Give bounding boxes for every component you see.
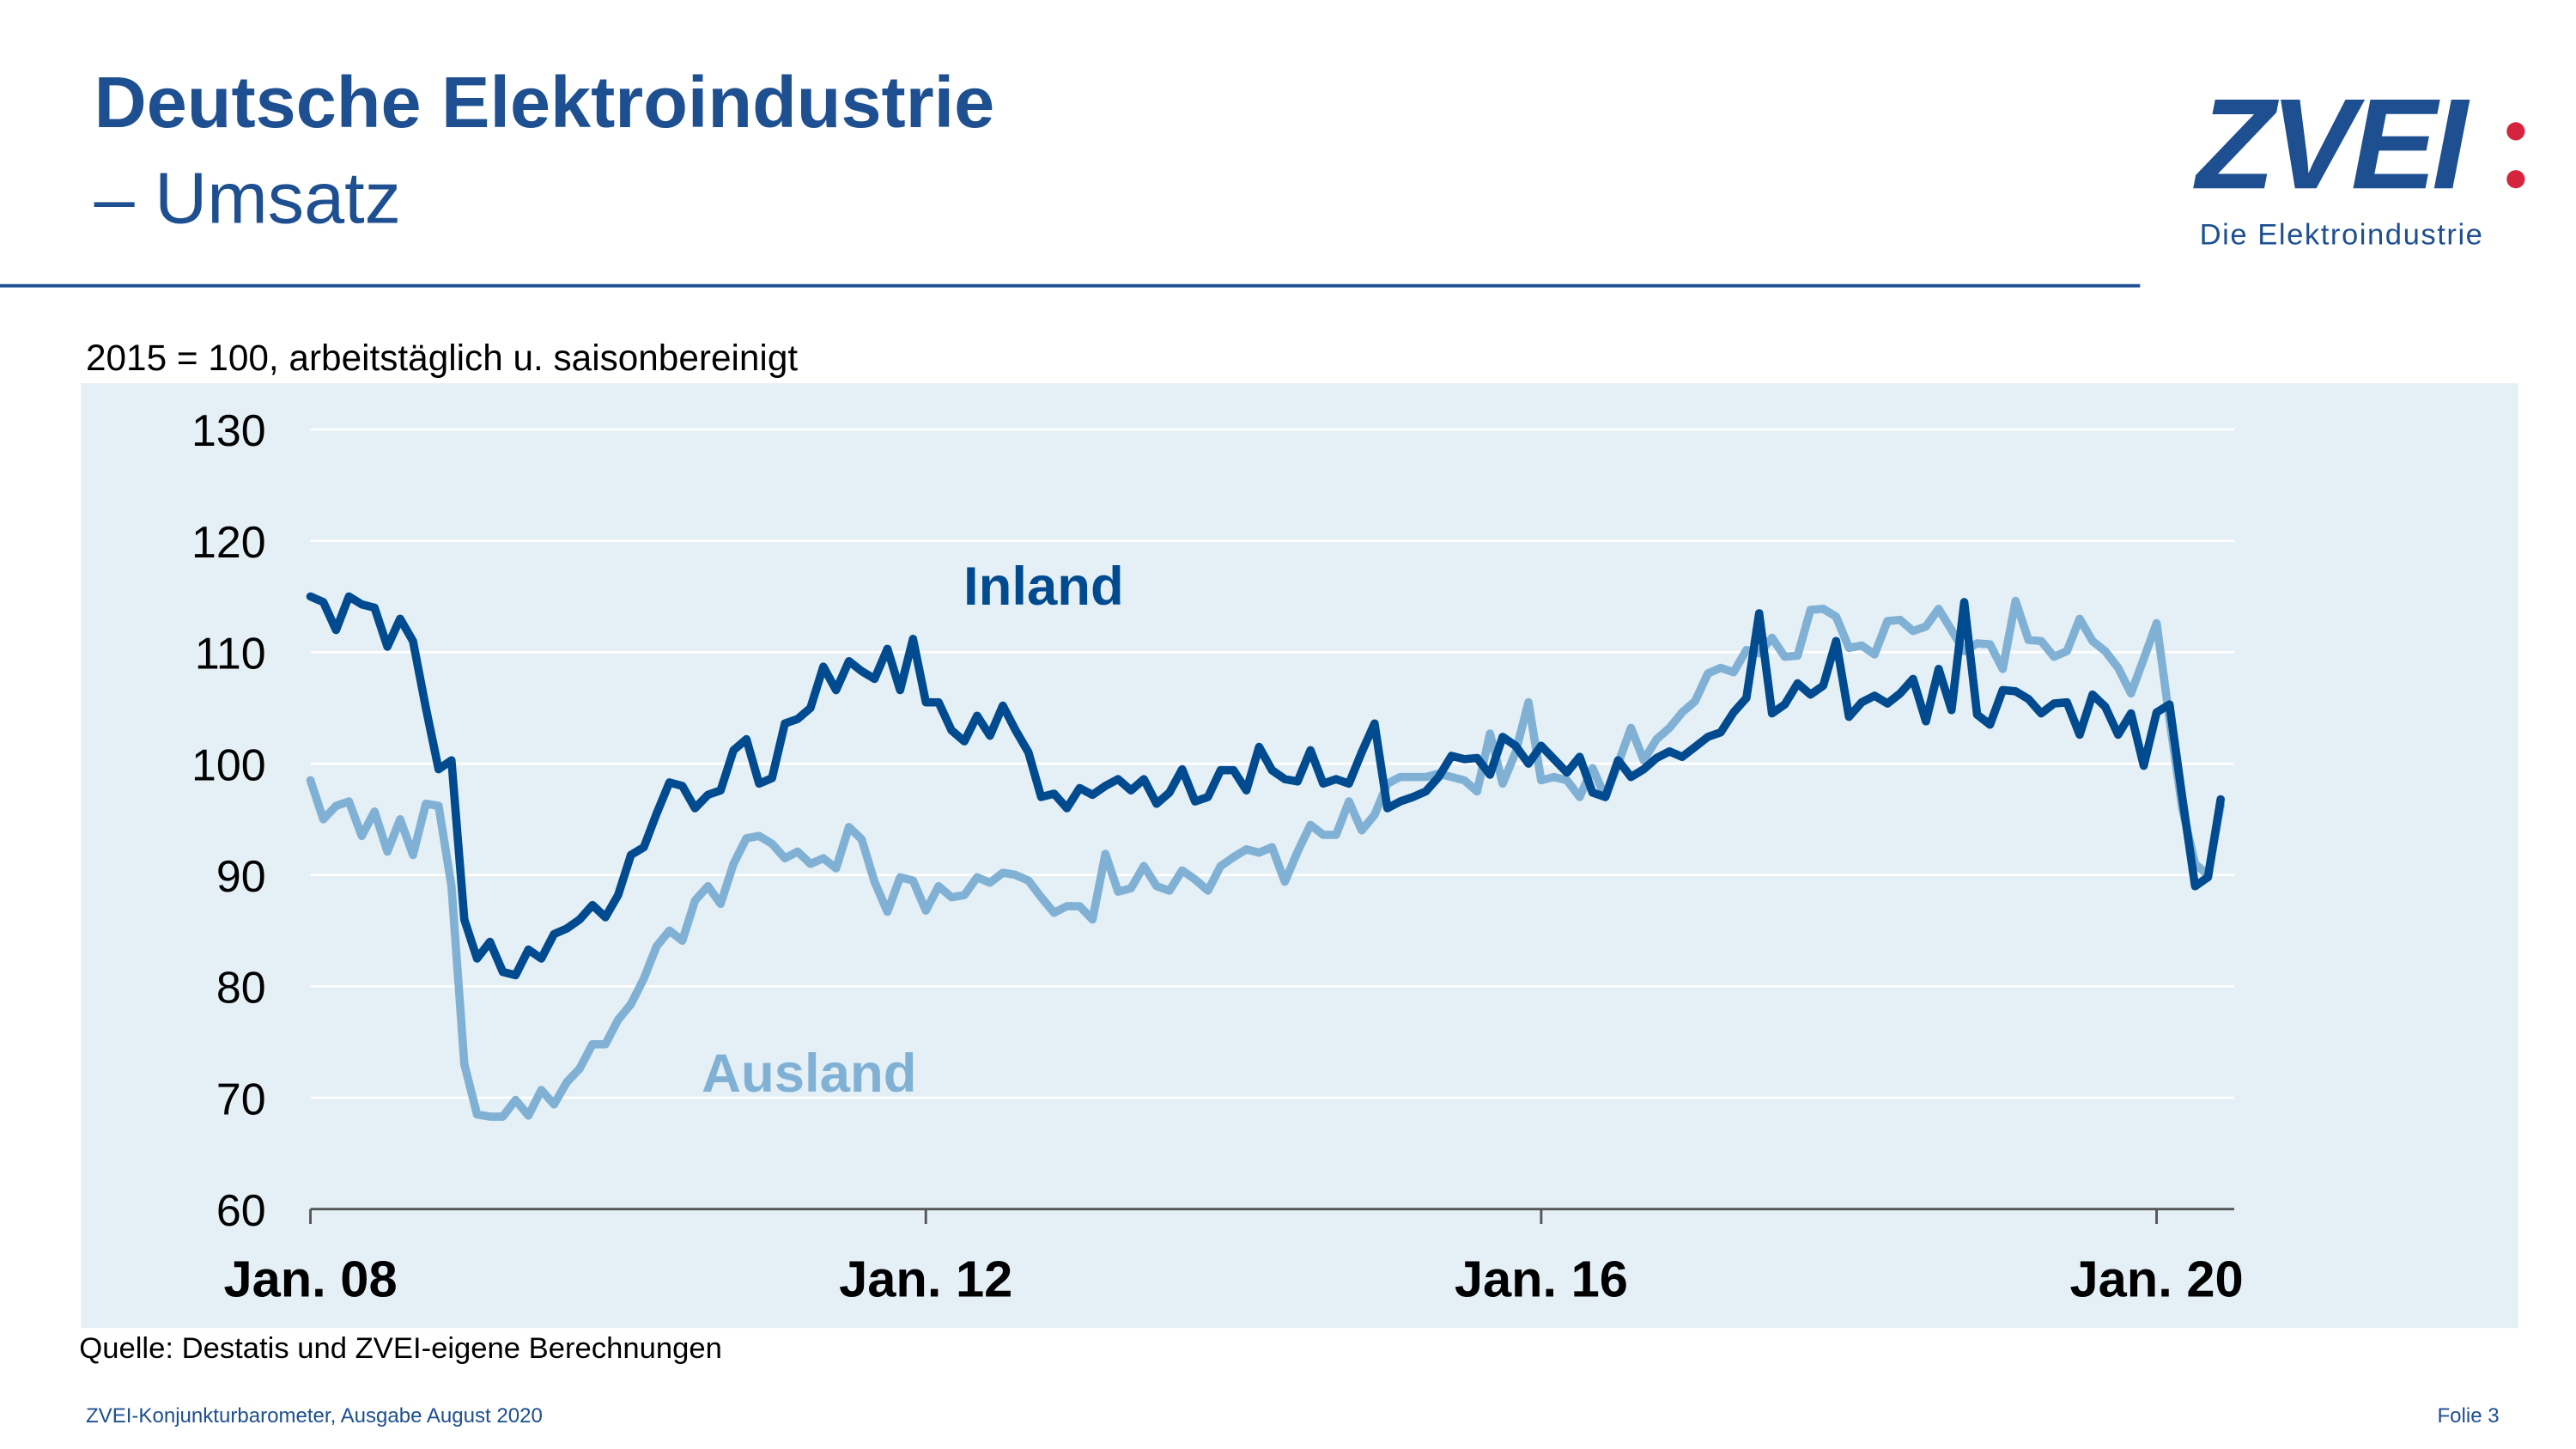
y-tick-label: 120 — [191, 518, 266, 568]
x-tick-label: Jan. 08 — [223, 1251, 397, 1308]
series-label-inland: Inland — [963, 557, 1124, 617]
header-divider — [0, 283, 2141, 288]
zvei-logo: ZVEI Die Elektroindustrie — [2196, 79, 2543, 261]
y-tick-label: 70 — [216, 1075, 266, 1124]
source-note: Quelle: Destatis und ZVEI-eigene Berechn… — [79, 1331, 722, 1365]
y-tick-label: 110 — [195, 630, 266, 679]
x-axis-labels: Jan. 08 Jan. 12 Jan. 16 Jan. 20 — [223, 1251, 2243, 1308]
logo-tagline: Die Elektroindustrie — [2199, 217, 2484, 252]
x-tick-label: Jan. 12 — [839, 1251, 1012, 1308]
chart-note: 2015 = 100, arbeitstäglich u. saisonbere… — [86, 337, 799, 379]
y-tick-label: 100 — [191, 740, 266, 790]
series-line-inland — [306, 592, 2225, 980]
y-tick-label: 130 — [191, 406, 266, 456]
logo-colon-icon — [2506, 122, 2526, 201]
series-line-ausland — [306, 596, 2225, 1121]
slide-subtitle: – Umsatz — [94, 158, 401, 240]
series-label-ausland: Ausland — [702, 1044, 916, 1104]
slide-title: Deutsche Elektroindustrie — [94, 63, 995, 144]
footer-text: ZVEI-Konjunkturbarometer, Ausgabe August… — [86, 1403, 543, 1428]
gridlines — [309, 428, 2234, 1225]
logo-wordmark: ZVEI — [2196, 70, 2468, 216]
x-tick-label: Jan. 16 — [1455, 1251, 1628, 1308]
y-axis-labels: 60 70 80 90 100 110 120 130 — [191, 406, 266, 1236]
slide-number: Folie 3 — [2437, 1403, 2500, 1428]
y-tick-label: 80 — [216, 964, 266, 1014]
y-tick-label: 60 — [216, 1186, 266, 1236]
y-tick-label: 90 — [216, 852, 266, 902]
x-tick-label: Jan. 20 — [2069, 1251, 2243, 1308]
